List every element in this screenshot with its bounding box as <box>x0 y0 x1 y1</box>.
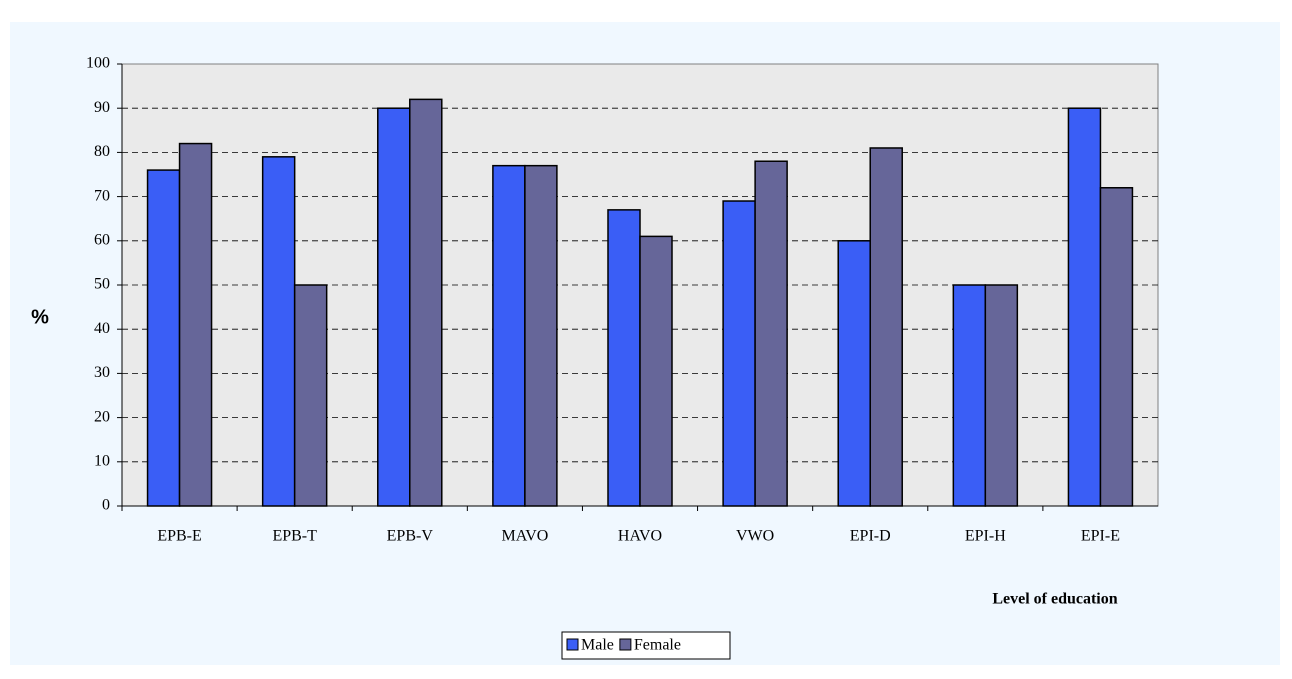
bar <box>261 156 296 507</box>
bar <box>607 209 641 507</box>
x-tick-label: EPB-V <box>387 528 434 545</box>
x-tick-label: VWO <box>736 528 774 545</box>
x-tick-label: EPI-D <box>850 528 891 545</box>
y-tick-label: 50 <box>94 276 110 293</box>
bar <box>1099 187 1134 507</box>
legend-label: Female <box>634 637 681 654</box>
bar <box>722 200 756 507</box>
bar <box>178 142 213 507</box>
bar <box>984 284 1019 507</box>
bar <box>146 169 181 507</box>
legend <box>561 631 731 660</box>
bar <box>869 147 903 507</box>
legend-label: Male <box>581 637 614 654</box>
y-tick-label: 90 <box>94 99 110 116</box>
x-tick-label: HAVO <box>618 528 662 545</box>
x-tick-label: MAVO <box>501 528 548 545</box>
bar <box>1067 107 1102 507</box>
bar <box>377 107 411 507</box>
x-tick-label: EPI-H <box>965 528 1006 545</box>
y-tick-label: 40 <box>94 320 110 337</box>
bar <box>952 284 987 507</box>
y-tick-label: 10 <box>94 452 110 469</box>
y-tick-label: 20 <box>94 408 110 425</box>
bar <box>837 240 871 507</box>
legend-swatch <box>566 638 579 651</box>
legend-swatch <box>619 638 632 651</box>
bar <box>293 284 328 507</box>
y-axis-label: % <box>31 306 49 328</box>
bar <box>524 164 558 507</box>
bar <box>492 164 526 507</box>
y-tick-label: 100 <box>86 55 110 72</box>
x-tick-label: EPI-E <box>1081 528 1120 545</box>
y-tick-label: 60 <box>94 231 110 248</box>
x-tick-label: EPB-E <box>157 528 201 545</box>
bar <box>409 98 443 507</box>
bar <box>754 160 788 507</box>
x-axis-label: Level of education <box>992 591 1117 608</box>
bar <box>639 235 673 507</box>
y-tick-label: 0 <box>102 497 110 514</box>
y-tick-label: 70 <box>94 187 110 204</box>
y-tick-label: 80 <box>94 143 110 160</box>
y-tick-label: 30 <box>94 364 110 381</box>
x-tick-label: EPB-T <box>272 528 317 545</box>
